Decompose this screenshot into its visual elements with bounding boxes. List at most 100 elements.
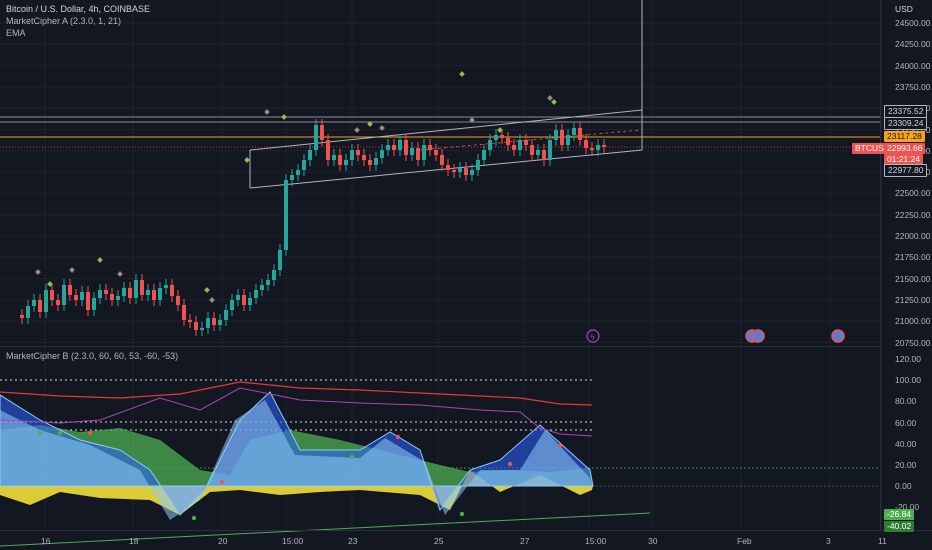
candle bbox=[98, 290, 102, 298]
candle bbox=[152, 290, 156, 300]
marketcipher-b-pane[interactable] bbox=[0, 379, 880, 547]
stoch-line bbox=[0, 387, 593, 437]
candle bbox=[236, 295, 240, 300]
candle bbox=[494, 135, 498, 140]
candle bbox=[596, 145, 600, 150]
candle bbox=[578, 128, 582, 140]
time-tick: 30 bbox=[648, 536, 658, 546]
candle bbox=[428, 145, 432, 150]
candle bbox=[290, 175, 294, 180]
pane-divider[interactable] bbox=[0, 346, 880, 347]
candle bbox=[224, 310, 228, 320]
indicator-a-legend[interactable]: MarketCipher A (2.3.0, 1, 21) bbox=[6, 16, 122, 26]
candle bbox=[488, 140, 492, 150]
candle bbox=[242, 295, 246, 305]
candle bbox=[20, 315, 24, 318]
candle bbox=[302, 160, 306, 170]
candle bbox=[68, 285, 72, 295]
signal-diamond bbox=[204, 287, 210, 293]
candle bbox=[332, 155, 336, 160]
price-tick: 20750.00 bbox=[895, 337, 931, 348]
price-tick: 21250.00 bbox=[895, 294, 931, 305]
candle bbox=[548, 140, 552, 160]
candle bbox=[392, 145, 396, 150]
osc-tick: 20.00 bbox=[895, 460, 917, 470]
candle bbox=[374, 158, 378, 165]
ema-legend[interactable]: EMA bbox=[6, 28, 26, 38]
osc-tag: -26.84 bbox=[884, 509, 915, 520]
osc-tick: 60.00 bbox=[895, 417, 917, 428]
osc-tick: 100.00 bbox=[895, 375, 921, 386]
symbol-legend[interactable]: Bitcoin / U.S. Dollar, 4h, COINBASE bbox=[6, 4, 151, 14]
candle bbox=[602, 145, 606, 147]
signal-diamond bbox=[469, 117, 475, 123]
svg-text:ϟ: ϟ bbox=[590, 333, 595, 342]
candlestick-series[interactable] bbox=[20, 119, 606, 336]
candle bbox=[296, 170, 300, 175]
wave-dot bbox=[191, 515, 197, 521]
time-tick: 23 bbox=[348, 536, 358, 546]
candle bbox=[260, 285, 264, 290]
candle bbox=[362, 155, 366, 160]
wave-dot bbox=[557, 443, 563, 449]
osc-tick: 80.00 bbox=[895, 396, 917, 407]
candle bbox=[314, 125, 318, 150]
candle bbox=[26, 306, 30, 318]
candle bbox=[170, 285, 174, 296]
signal-diamond bbox=[551, 99, 557, 105]
candle bbox=[164, 285, 168, 288]
candle bbox=[410, 148, 414, 155]
rsi-line bbox=[0, 381, 593, 406]
indicator-b-legend[interactable]: MarketCipher B (2.3.0, 60, 60, 53, -60, … bbox=[6, 351, 179, 361]
candle bbox=[128, 288, 132, 298]
candle bbox=[326, 140, 330, 160]
signal-diamond bbox=[459, 71, 465, 77]
candle bbox=[470, 170, 474, 175]
candle bbox=[80, 292, 84, 300]
marketcipher-a-signals bbox=[35, 71, 557, 303]
candle bbox=[50, 290, 54, 300]
candle bbox=[176, 296, 180, 305]
wave-dot bbox=[507, 461, 513, 467]
osc-tick: 40.00 bbox=[895, 438, 917, 449]
candle bbox=[518, 140, 522, 150]
candle bbox=[590, 148, 594, 150]
countdown-tag: 01:21:24 bbox=[884, 154, 924, 165]
candle bbox=[458, 168, 462, 172]
candle bbox=[404, 140, 408, 155]
osc-tick: 120.00 bbox=[895, 354, 921, 364]
signal-diamond bbox=[367, 121, 373, 127]
candle bbox=[380, 150, 384, 158]
wave-dot bbox=[395, 434, 401, 440]
candle bbox=[566, 135, 570, 145]
price-tick: 22250.00 bbox=[895, 209, 931, 220]
candle bbox=[254, 290, 258, 298]
lightning-icon bbox=[586, 329, 600, 343]
wave-dot bbox=[219, 479, 225, 485]
wave-trend-light bbox=[0, 400, 593, 520]
price-tick: 24000.00 bbox=[895, 60, 931, 71]
candle bbox=[584, 140, 588, 148]
candle bbox=[182, 305, 186, 320]
candle bbox=[62, 285, 66, 305]
price-tick: 22000.00 bbox=[895, 231, 931, 241]
candle bbox=[188, 320, 192, 322]
candle bbox=[464, 168, 468, 175]
event-markers[interactable]: ϟ bbox=[586, 329, 845, 343]
candle bbox=[356, 150, 360, 155]
candle bbox=[572, 128, 576, 135]
price-tag: 23309.24 bbox=[884, 117, 928, 130]
candle bbox=[368, 160, 372, 165]
time-tick: 20 bbox=[218, 536, 228, 546]
time-tick: Feb bbox=[737, 536, 752, 546]
wave-dot bbox=[87, 430, 93, 436]
candle bbox=[92, 298, 96, 310]
candle bbox=[248, 298, 252, 305]
candle bbox=[206, 318, 210, 328]
time-tick: 11 bbox=[878, 536, 887, 546]
signal-diamond bbox=[97, 257, 103, 263]
candle bbox=[200, 328, 204, 330]
price-tick: 21000.00 bbox=[895, 316, 931, 327]
candle bbox=[308, 150, 312, 160]
